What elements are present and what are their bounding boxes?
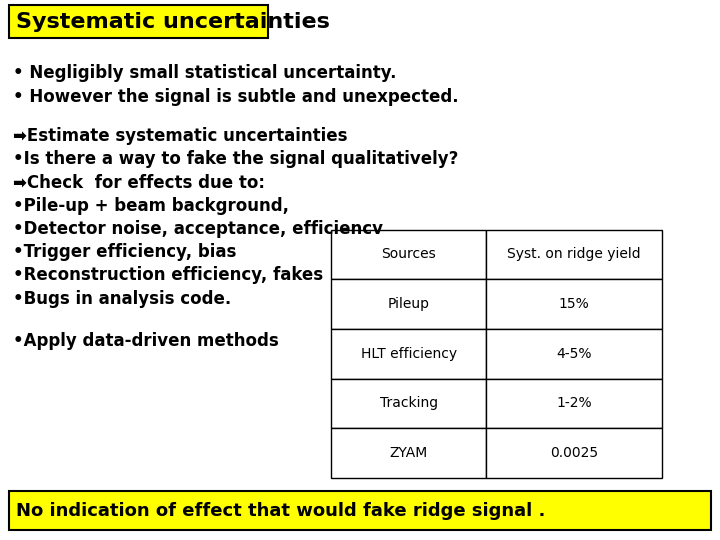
- Text: •Trigger efficiency, bias: •Trigger efficiency, bias: [13, 243, 236, 261]
- Bar: [486, 379, 662, 428]
- Bar: [331, 379, 486, 428]
- Text: • However the signal is subtle and unexpected.: • However the signal is subtle and unexp…: [13, 88, 459, 106]
- Text: 15%: 15%: [559, 297, 590, 311]
- Bar: [331, 329, 486, 379]
- Text: Syst. on ridge yield: Syst. on ridge yield: [508, 247, 641, 261]
- Text: ZYAM: ZYAM: [390, 446, 428, 460]
- Bar: [331, 230, 486, 279]
- Bar: [486, 279, 662, 329]
- Text: Tracking: Tracking: [379, 396, 438, 410]
- Text: •Apply data-driven methods: •Apply data-driven methods: [13, 332, 279, 350]
- Text: Pileup: Pileup: [387, 297, 430, 311]
- Text: No indication of effect that would fake ridge signal .: No indication of effect that would fake …: [16, 502, 545, 520]
- Text: •Is there a way to fake the signal qualitatively?: •Is there a way to fake the signal quali…: [13, 150, 459, 168]
- Text: •Bugs in analysis code.: •Bugs in analysis code.: [13, 289, 231, 308]
- Bar: [9, 5, 268, 38]
- Text: 1-2%: 1-2%: [557, 396, 592, 410]
- Text: •Detector noise, acceptance, efficiencv: •Detector noise, acceptance, efficiencv: [13, 220, 383, 238]
- Text: HLT efficiency: HLT efficiency: [361, 347, 456, 361]
- Text: 4-5%: 4-5%: [557, 347, 592, 361]
- Bar: [486, 329, 662, 379]
- Text: ➡Estimate systematic uncertainties: ➡Estimate systematic uncertainties: [13, 127, 348, 145]
- Bar: [486, 230, 662, 279]
- Bar: [331, 279, 486, 329]
- Text: Systematic uncertainties: Systematic uncertainties: [16, 11, 330, 32]
- Text: •Pile-up + beam background,: •Pile-up + beam background,: [13, 197, 289, 215]
- Text: Sources: Sources: [381, 247, 436, 261]
- Text: ➡Check  for effects due to:: ➡Check for effects due to:: [13, 173, 265, 192]
- Text: 0.0025: 0.0025: [550, 446, 598, 460]
- Bar: [9, 491, 711, 530]
- Text: •Reconstruction efficiency, fakes: •Reconstruction efficiency, fakes: [13, 266, 323, 285]
- Bar: [331, 428, 486, 478]
- Text: • Negligibly small statistical uncertainty.: • Negligibly small statistical uncertain…: [13, 64, 397, 82]
- Bar: [486, 428, 662, 478]
